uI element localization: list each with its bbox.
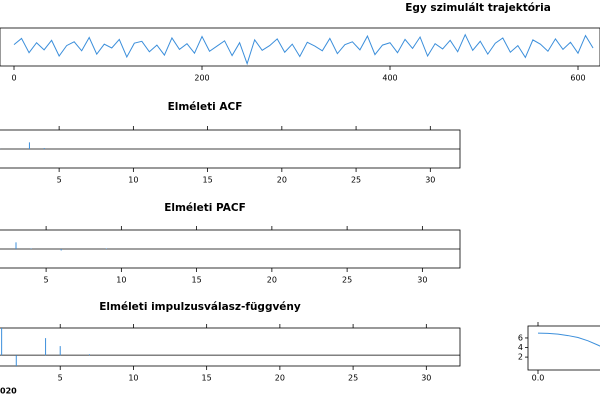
- x-tick-label: 5: [58, 374, 63, 383]
- x-tick-label: 25: [348, 374, 358, 383]
- x-tick-label: 30: [421, 374, 431, 383]
- x-tick-label: 20: [275, 374, 285, 383]
- x-tick-label: 0.0: [532, 374, 545, 383]
- chart-title: Egy szimulált trajektória: [405, 2, 551, 14]
- x-tick-label: 30: [417, 276, 427, 285]
- x-tick-label: 15: [202, 374, 212, 383]
- plot-frame: [0, 27, 600, 67]
- chart-title: Elméleti ACF: [168, 101, 243, 113]
- footer-text: 020: [0, 387, 17, 396]
- x-tick-label: 10: [116, 276, 126, 285]
- x-tick-label: 5: [44, 276, 49, 285]
- x-tick-label: 20: [277, 176, 287, 185]
- x-tick-label: 5: [57, 176, 62, 185]
- x-tick-label: 20: [267, 276, 277, 285]
- series-line: [537, 332, 600, 347]
- x-tick-label: 25: [342, 276, 352, 285]
- chart-title: Elméleti PACF: [164, 202, 246, 214]
- series-line: [13, 33, 594, 66]
- chart-title: Elméleti impulzusválasz-függvény: [99, 301, 301, 313]
- x-tick-label: 0: [11, 74, 16, 83]
- y-tick-label: 6: [518, 333, 523, 342]
- x-tick-label: 10: [128, 176, 138, 185]
- x-tick-label: 400: [382, 74, 397, 83]
- plot-frame: [527, 325, 600, 371]
- y-tick-label: 2: [518, 353, 523, 362]
- plot-frame: [0, 327, 461, 367]
- x-tick-label: 200: [194, 74, 209, 83]
- x-tick-label: 25: [351, 176, 361, 185]
- x-tick-label: 600: [570, 74, 585, 83]
- x-tick-label: 15: [203, 176, 213, 185]
- y-tick-label: 4: [518, 343, 523, 352]
- x-tick-label: 30: [425, 176, 435, 185]
- x-tick-label: 15: [192, 276, 202, 285]
- x-tick-label: 10: [128, 374, 138, 383]
